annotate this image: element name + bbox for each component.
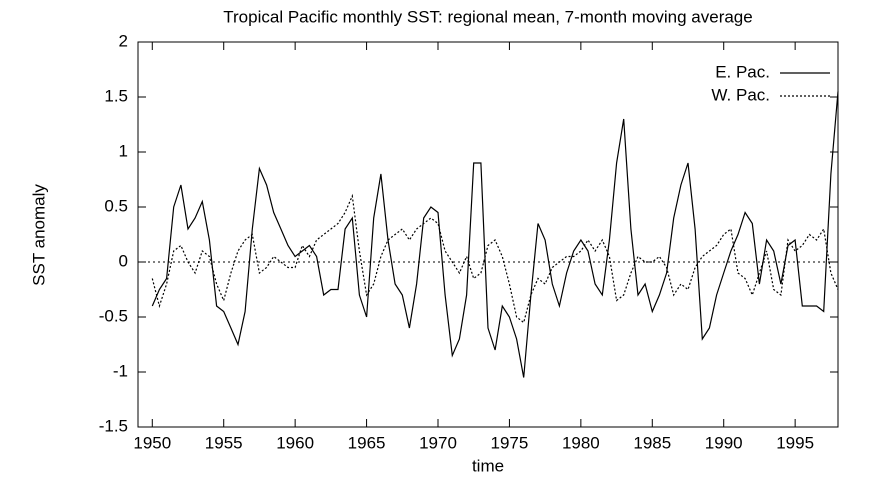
- x-tick-label: 1990: [705, 433, 743, 452]
- x-tick-label: 1970: [419, 433, 457, 452]
- x-tick-label: 1980: [562, 433, 600, 452]
- x-tick-label: 1950: [133, 433, 171, 452]
- x-tick-label: 1985: [633, 433, 671, 452]
- x-axis-label: time: [472, 456, 504, 475]
- x-tick-label: 1995: [776, 433, 814, 452]
- series-line: [151, 193, 839, 324]
- y-tick-label: 0.5: [104, 196, 128, 215]
- y-axis-label: SST anomaly: [29, 184, 48, 286]
- y-tick-label: -1.5: [99, 416, 128, 435]
- y-tick-label: 1: [119, 141, 128, 160]
- x-tick-label: 1975: [491, 433, 529, 452]
- plot-frame: [137, 41, 839, 428]
- chart-title: Tropical Pacific monthly SST: regional m…: [223, 7, 752, 26]
- x-tick-label: 1960: [276, 433, 314, 452]
- x-tick-label: 1955: [205, 433, 243, 452]
- series-line: [151, 91, 839, 378]
- y-tick-label: 0: [119, 251, 128, 270]
- x-tick-label: 1965: [348, 433, 386, 452]
- y-tick-label: -1: [113, 361, 128, 380]
- legend-label: E. Pac.: [715, 62, 770, 81]
- legend-label: W. Pac.: [711, 85, 770, 104]
- y-tick-label: -0.5: [99, 306, 128, 325]
- y-tick-label: 2: [119, 31, 128, 50]
- y-tick-label: 1.5: [104, 86, 128, 105]
